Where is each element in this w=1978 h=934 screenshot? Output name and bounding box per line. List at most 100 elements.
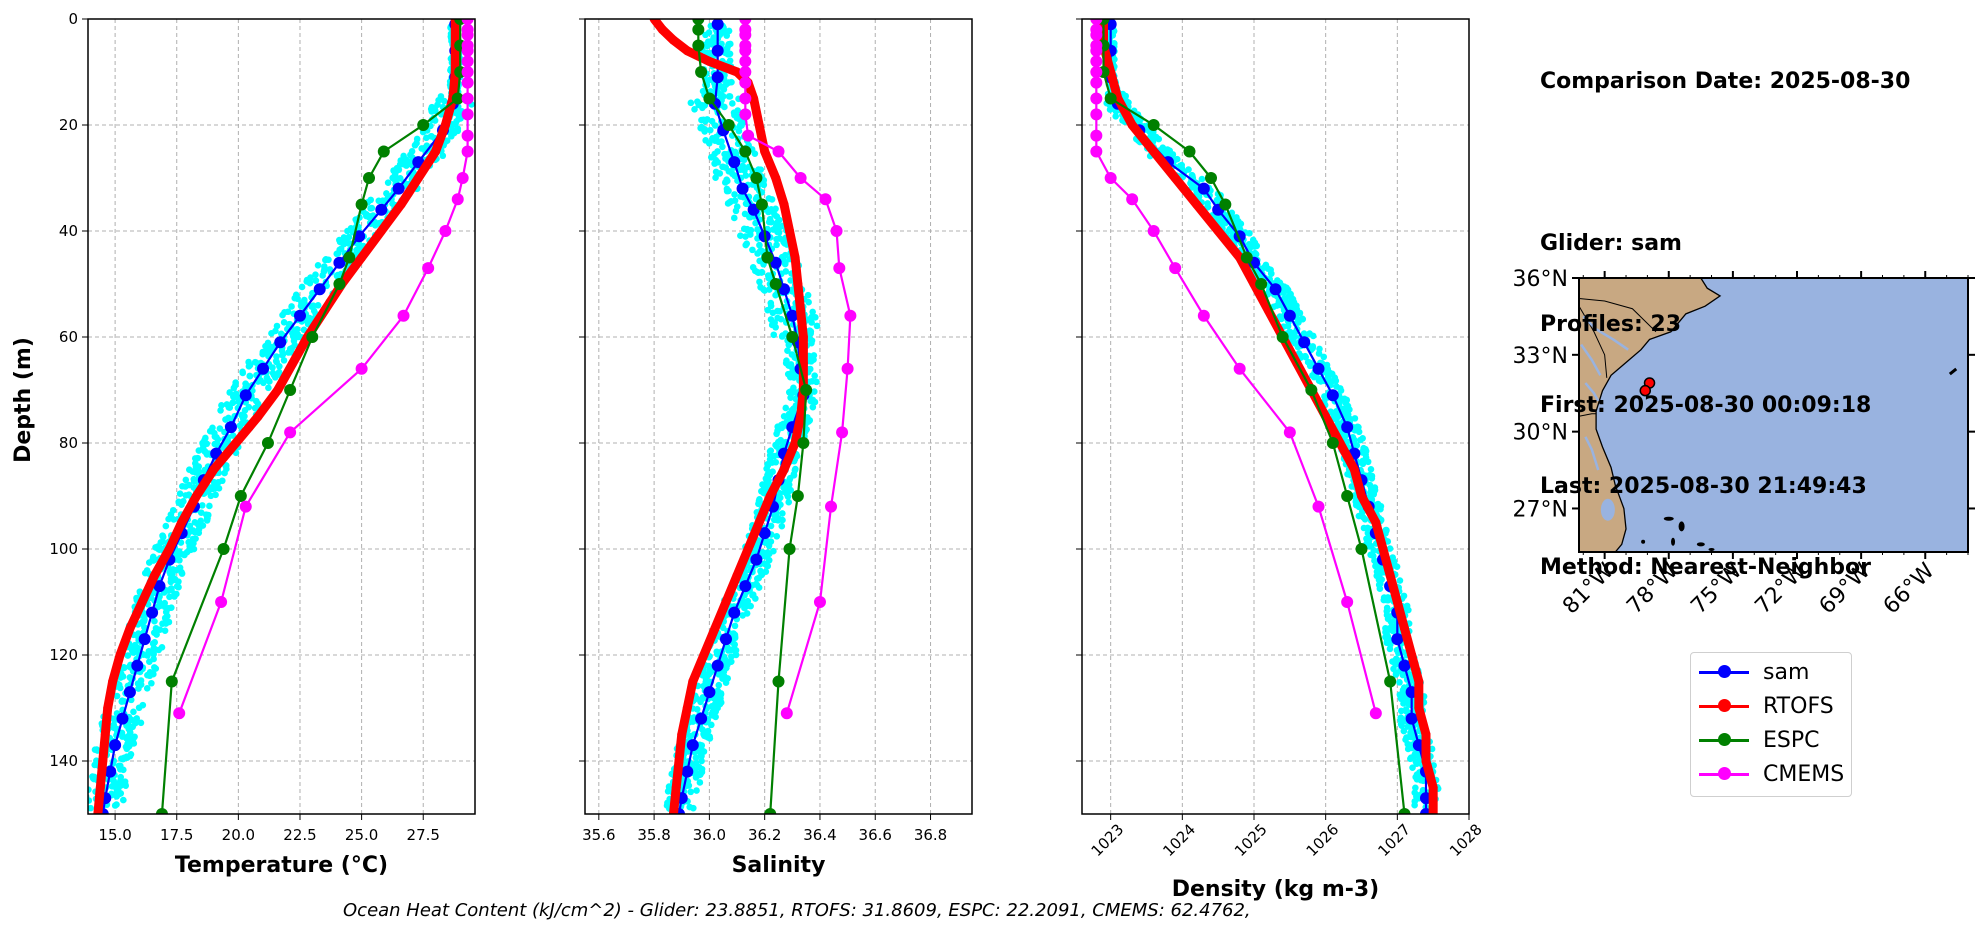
x-tick-label: 1028: [1446, 820, 1486, 860]
x-tick-label: 15.0: [98, 826, 131, 844]
glider-observation-point: [689, 804, 697, 812]
glider-observation-point: [173, 582, 181, 590]
series-point-rtofs: [754, 518, 764, 527]
series-point-rtofs: [699, 650, 709, 660]
glider-observation-point: [191, 518, 199, 526]
series-point-rtofs: [771, 173, 781, 183]
glider-observation-point: [123, 745, 131, 753]
x-tick-label: 35.8: [637, 826, 670, 844]
glider-observation-point: [764, 462, 772, 469]
series-point-rtofs: [95, 783, 105, 792]
glider-observation-point: [758, 571, 765, 579]
series-point-cmems: [439, 225, 452, 237]
glider-observation-point: [811, 372, 818, 379]
glider-observation-point: [126, 729, 134, 736]
glider-observation-point: [1366, 472, 1373, 479]
glider-observation-point: [691, 106, 698, 113]
glider-observation-point: [1283, 284, 1290, 292]
series-point-cmems: [355, 362, 368, 375]
glider-observation-point: [752, 580, 760, 588]
legend-label-sam: sam: [1763, 659, 1810, 685]
series-point-rtofs: [796, 306, 806, 315]
glider-observation-point: [1397, 720, 1405, 728]
glider-observation-point: [145, 647, 153, 655]
y-tick-label: 40: [59, 222, 78, 240]
glider-observation-point: [773, 533, 781, 540]
glider-observation-point: [1355, 503, 1363, 511]
series-point-cmems: [813, 596, 826, 608]
series-point-sam: [109, 739, 122, 752]
glider-observation-point: [715, 138, 722, 146]
glider-observation-point: [782, 359, 790, 367]
series-point-cmems: [451, 193, 464, 206]
series-point-sam: [695, 712, 708, 725]
glider-observation-point: [130, 708, 137, 716]
glider-observation-point: [246, 372, 254, 380]
series-point-cmems: [461, 66, 474, 78]
series-point-cmems: [1283, 426, 1296, 439]
x-tick-label: 17.5: [160, 826, 193, 844]
glider-observation-point: [345, 233, 353, 241]
glider-observation-point: [207, 492, 215, 500]
series-point-cmems: [461, 108, 474, 121]
series-point-sam: [1398, 659, 1411, 672]
series-point-cmems: [772, 145, 785, 158]
glider-observation-point: [720, 653, 728, 660]
glider-observation-point: [724, 643, 731, 651]
series-point-sam: [392, 182, 405, 195]
last-time: Last: 2025-08-30 21:49:43: [1540, 474, 1867, 499]
glider-observation-point: [730, 630, 737, 637]
glider-observation-point: [232, 390, 240, 398]
legend-item-espc: ESPC: [1699, 723, 1820, 757]
series-point-sam: [786, 309, 799, 322]
series-point-espc: [769, 278, 782, 290]
glider-observation-point: [1323, 367, 1330, 374]
series-point-sam: [1326, 389, 1339, 402]
glider-observation-point: [1198, 175, 1206, 183]
glider-observation-point: [1400, 684, 1408, 691]
series-point-sam: [711, 71, 724, 84]
glider-observation-point: [784, 493, 792, 500]
legend-label-rtofs: RTOFS: [1763, 693, 1834, 719]
glider-observation-point: [192, 469, 199, 476]
glider-observation-point: [807, 328, 815, 335]
glider-observation-point: [1400, 700, 1407, 707]
glider-observation-point: [687, 788, 695, 796]
glider-observation-point: [731, 191, 738, 198]
series-point-rtofs: [98, 756, 108, 766]
series-point-cmems: [1090, 76, 1103, 89]
y-tick-label: 120: [49, 646, 78, 664]
glider-observation-point: [1320, 353, 1328, 361]
glider-observation-point: [1412, 784, 1419, 792]
glider-observation-point: [711, 160, 718, 167]
glider-observation-point: [384, 179, 392, 186]
glider-observation-point: [120, 796, 127, 804]
series-point-rtofs: [1414, 677, 1424, 686]
series-point-sam: [274, 336, 287, 349]
glider-observation-point: [333, 250, 341, 258]
glider-observation-point: [340, 240, 348, 248]
glider-observation-point: [726, 93, 734, 100]
glider-observation-point: [127, 750, 135, 758]
glider-observation-point: [396, 161, 404, 168]
glider-observation-point: [1217, 217, 1225, 224]
glider-observation-point: [770, 452, 778, 460]
glider-observation-point: [717, 691, 725, 698]
glider-observation-point: [301, 296, 308, 304]
map-content: [1579, 278, 1958, 552]
series-point-rtofs: [137, 597, 147, 607]
glider-observation-point: [1187, 179, 1194, 187]
glider-observation-point: [189, 535, 197, 543]
glider-observation-point: [782, 259, 789, 266]
series-point-espc: [764, 808, 777, 814]
glider-observation-point: [788, 351, 796, 358]
series-point-sam: [313, 283, 326, 296]
info-panel: Comparison Date: 2025-08-30 Glider: sam …: [1540, 14, 1910, 608]
glider-observation-point: [1316, 345, 1323, 353]
glider-observation-point: [263, 347, 270, 354]
glider-observation-point: [739, 612, 746, 619]
glider-observation-point: [177, 539, 185, 546]
glider-observation-point: [1409, 764, 1416, 771]
glider-observation-point: [764, 477, 772, 484]
glider-observation-point: [1407, 755, 1414, 763]
